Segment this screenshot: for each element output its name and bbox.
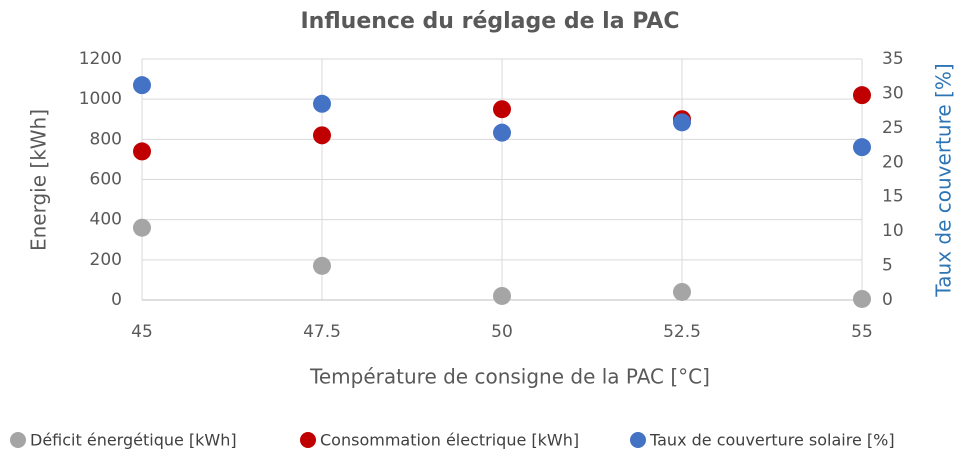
point <box>853 289 871 308</box>
y-tick-label: 1200 <box>79 49 122 69</box>
legend-marker <box>10 432 26 448</box>
point <box>493 100 511 119</box>
y-tick-label: 200 <box>90 250 122 270</box>
y-tick-label: 1000 <box>79 89 122 109</box>
point <box>133 76 151 95</box>
y-tick-label: 400 <box>90 210 122 230</box>
chart-title: Influence du réglage de la PAC <box>301 9 680 34</box>
y2-tick-label: 10 <box>882 221 904 241</box>
y-axis-label: Energie [kWh] <box>27 109 51 251</box>
y2-tick-label: 15 <box>882 187 904 207</box>
legend-marker <box>630 432 646 448</box>
point <box>313 94 331 113</box>
point <box>313 126 331 145</box>
y-tick-label: 800 <box>90 129 122 149</box>
x-tick-label: 47.5 <box>303 322 341 342</box>
x-axis-label: Température de consigne de la PAC [°C] <box>309 365 710 389</box>
y2-tick-label: 5 <box>882 256 893 276</box>
point <box>493 123 511 142</box>
point <box>493 286 511 305</box>
point <box>313 256 331 275</box>
point <box>133 218 151 237</box>
legend-label: Taux de couverture solaire [%] <box>649 431 895 450</box>
legend-label: Consommation électrique [kWh] <box>320 431 579 450</box>
legend-marker <box>300 432 316 448</box>
y-tick-label: 600 <box>90 170 122 190</box>
y2-tick-label: 25 <box>882 118 904 138</box>
x-tick-label: 50 <box>491 322 513 342</box>
point <box>853 86 871 105</box>
point <box>673 113 691 132</box>
y2-tick-label: 30 <box>882 83 904 103</box>
y2-tick-label: 0 <box>882 290 893 310</box>
x-tick-label: 55 <box>851 322 873 342</box>
y-tick-label: 0 <box>111 290 122 310</box>
y2-tick-label: 20 <box>882 152 904 172</box>
y2-tick-label: 35 <box>882 49 904 69</box>
point <box>853 138 871 157</box>
point <box>133 142 151 161</box>
point <box>673 282 691 301</box>
x-tick-label: 52.5 <box>663 322 701 342</box>
y2-axis-label: Taux de couverture [%] <box>932 63 956 297</box>
legend-label: Déficit énergétique [kWh] <box>30 431 237 450</box>
x-tick-label: 45 <box>131 322 153 342</box>
